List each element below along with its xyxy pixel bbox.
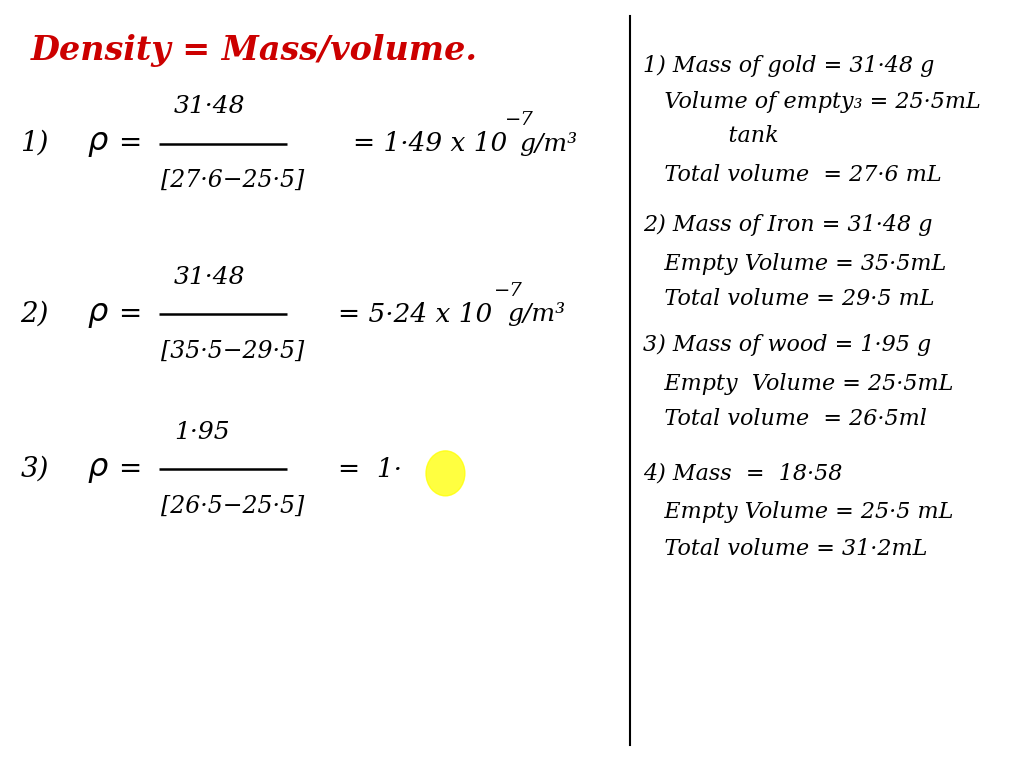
Text: $\it{\rho}$: $\it{\rho}$: [87, 299, 109, 330]
Text: Total volume  = 26·5ml: Total volume = 26·5ml: [643, 408, 927, 430]
Text: Empty  Volume = 25·5mL: Empty Volume = 25·5mL: [643, 373, 953, 395]
Text: =: =: [118, 456, 141, 483]
Text: 31·48: 31·48: [174, 95, 246, 118]
Text: Density = Mass/volume.: Density = Mass/volume.: [31, 34, 478, 67]
Text: 1·95: 1·95: [174, 421, 229, 444]
Text: =: =: [118, 130, 141, 157]
Text: =  1·: = 1·: [338, 457, 401, 482]
Text: [27·6−25·5]: [27·6−25·5]: [161, 169, 304, 192]
Text: Empty Volume = 35·5mL: Empty Volume = 35·5mL: [643, 253, 946, 275]
Text: 3): 3): [20, 456, 49, 483]
Text: $\it{\rho}$: $\it{\rho}$: [87, 128, 109, 159]
Text: −7: −7: [505, 111, 534, 130]
Ellipse shape: [426, 451, 465, 496]
Text: Total volume = 31·2mL: Total volume = 31·2mL: [643, 538, 928, 559]
Text: 1) Mass of gold = 31·48 g: 1) Mass of gold = 31·48 g: [643, 55, 935, 77]
Text: g/m³: g/m³: [519, 132, 578, 155]
Text: 4) Mass  =  18·58: 4) Mass = 18·58: [643, 462, 843, 484]
Text: −7: −7: [494, 282, 522, 300]
Text: 3) Mass of wood = 1·95 g: 3) Mass of wood = 1·95 g: [643, 334, 931, 356]
Text: g/m³: g/m³: [507, 303, 565, 326]
Text: 31·48: 31·48: [174, 265, 246, 289]
Text: tank: tank: [643, 125, 778, 147]
Text: =: =: [118, 301, 141, 327]
Text: 2) Mass of Iron = 31·48 g: 2) Mass of Iron = 31·48 g: [643, 214, 933, 236]
Text: Volume of empty₃ = 25·5mL: Volume of empty₃ = 25·5mL: [643, 92, 981, 113]
Text: [35·5−29·5]: [35·5−29·5]: [161, 340, 304, 363]
Text: = 1·49 x 10: = 1·49 x 10: [353, 131, 508, 156]
Text: Empty Volume = 25·5 mL: Empty Volume = 25·5 mL: [643, 501, 953, 523]
Text: 2): 2): [20, 301, 49, 327]
Text: 1): 1): [20, 130, 49, 157]
Text: [26·5−25·5]: [26·5−25·5]: [161, 495, 304, 518]
Text: $\it{\rho}$: $\it{\rho}$: [87, 454, 109, 485]
Text: = 5·24 x 10: = 5·24 x 10: [338, 302, 493, 327]
Text: Total volume  = 27·6 mL: Total volume = 27·6 mL: [643, 164, 942, 185]
Text: Total volume = 29·5 mL: Total volume = 29·5 mL: [643, 288, 935, 310]
